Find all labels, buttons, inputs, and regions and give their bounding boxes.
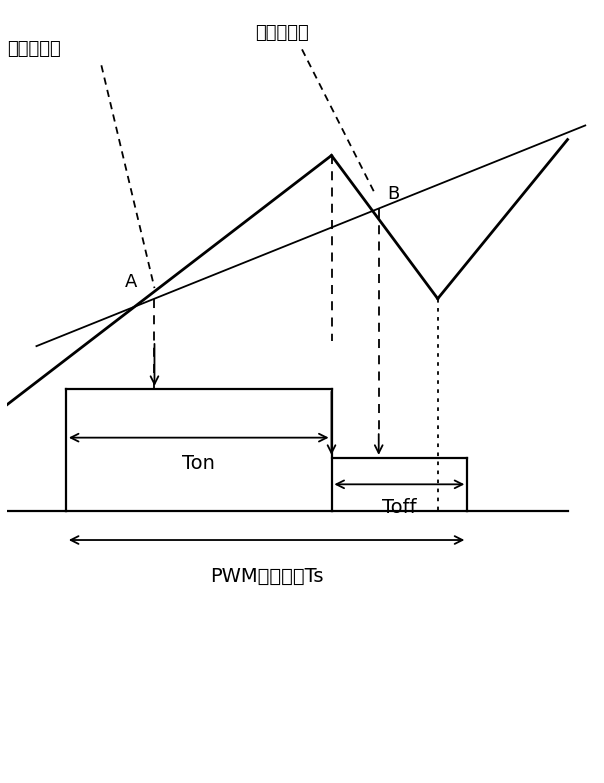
Text: PWM周期时间Ts: PWM周期时间Ts xyxy=(210,567,323,586)
Text: Toff: Toff xyxy=(382,497,417,517)
Text: 电流瞬时値: 电流瞬时値 xyxy=(7,41,60,59)
Text: 电流平均値: 电流平均値 xyxy=(255,24,309,42)
Text: A: A xyxy=(124,272,137,290)
Text: B: B xyxy=(388,186,400,204)
Text: Ton: Ton xyxy=(182,453,215,473)
